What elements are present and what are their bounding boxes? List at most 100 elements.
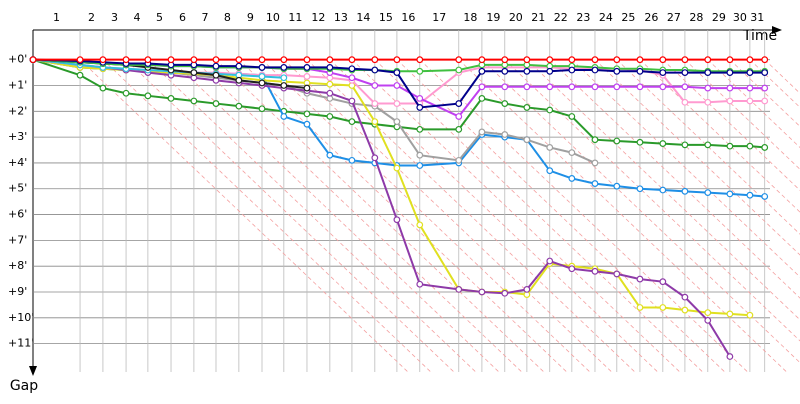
y-axis-label: Gap xyxy=(10,378,38,394)
data-point xyxy=(393,164,401,172)
data-point xyxy=(167,94,175,102)
lap-diagonal xyxy=(215,59,545,373)
data-point xyxy=(258,105,266,113)
data-point xyxy=(455,156,463,164)
y-tick-label: +6' xyxy=(8,208,27,221)
data-point xyxy=(348,56,356,64)
diagonals xyxy=(79,59,800,373)
data-point xyxy=(704,98,712,106)
data-point xyxy=(681,293,689,301)
lap-diagonal xyxy=(594,59,800,256)
data-point xyxy=(591,180,599,187)
data-point xyxy=(326,80,334,88)
data-point xyxy=(591,267,599,275)
data-point xyxy=(636,138,644,146)
y-tick-label: +3' xyxy=(8,130,27,143)
data-point xyxy=(235,102,243,110)
data-point xyxy=(761,56,769,64)
lap-diagonal xyxy=(481,59,800,364)
data-point xyxy=(746,311,754,319)
lap-diagonal xyxy=(193,59,523,373)
data-point xyxy=(636,275,644,283)
lap-diagonal xyxy=(170,59,500,373)
data-point xyxy=(258,64,266,71)
data-point xyxy=(613,67,621,75)
data-point xyxy=(235,76,243,84)
x-axis-label: Time xyxy=(742,28,777,44)
data-point xyxy=(704,56,712,64)
data-point xyxy=(501,289,509,297)
data-point xyxy=(636,56,644,64)
data-point xyxy=(726,84,734,92)
data-point xyxy=(348,65,356,73)
lap-diagonal xyxy=(261,59,591,373)
data-point xyxy=(416,280,424,288)
lap-label: 7 xyxy=(201,11,208,24)
lap-label: 31 xyxy=(750,11,764,24)
y-tick-label: +2' xyxy=(8,104,27,117)
data-point xyxy=(613,137,621,145)
data-point xyxy=(416,94,424,102)
data-point xyxy=(190,97,198,105)
data-point xyxy=(501,83,509,91)
lap-diagonal xyxy=(329,59,659,373)
data-point xyxy=(122,89,130,97)
data-point xyxy=(523,67,531,75)
lap-label: 16 xyxy=(401,11,415,24)
data-point xyxy=(501,100,509,107)
data-point xyxy=(659,140,667,147)
data-point xyxy=(704,84,712,92)
lap-label: 25 xyxy=(621,11,635,24)
lap-diagonal xyxy=(549,59,800,299)
data-point xyxy=(455,286,463,293)
lap-label: 13 xyxy=(334,11,348,24)
x-arrow xyxy=(772,26,782,34)
data-point xyxy=(455,113,463,120)
data-point xyxy=(546,56,554,64)
data-point xyxy=(144,92,152,100)
data-point xyxy=(726,97,734,105)
lap-diagonal xyxy=(684,59,800,170)
data-point xyxy=(280,74,288,82)
lap-diagonal xyxy=(306,59,636,373)
data-point xyxy=(591,136,599,144)
data-point xyxy=(348,156,356,164)
data-point xyxy=(416,104,424,111)
data-point xyxy=(523,56,531,64)
data-point xyxy=(704,189,712,197)
data-point xyxy=(416,221,424,229)
lap-diagonal xyxy=(238,59,568,373)
data-point xyxy=(546,167,554,175)
data-point xyxy=(546,257,554,265)
data-point xyxy=(681,83,689,91)
data-point xyxy=(348,118,356,126)
data-point xyxy=(704,141,712,149)
lap-label: 29 xyxy=(712,11,726,24)
data-point xyxy=(546,83,554,91)
data-point xyxy=(746,97,754,105)
y-arrow xyxy=(29,366,37,376)
lap-label: 15 xyxy=(379,11,393,24)
lap-label: 17 xyxy=(432,11,446,24)
lap-label: 23 xyxy=(576,11,590,24)
data-point xyxy=(636,67,644,75)
data-point xyxy=(761,193,769,200)
data-point xyxy=(416,162,424,169)
data-point xyxy=(416,151,424,159)
data-point xyxy=(303,64,311,71)
data-point xyxy=(280,56,288,64)
data-point xyxy=(190,69,198,76)
data-point xyxy=(455,125,463,133)
lap-label: 21 xyxy=(531,11,545,24)
data-point xyxy=(371,66,379,74)
data-point xyxy=(568,175,576,182)
data-point xyxy=(393,118,401,126)
data-point xyxy=(348,97,356,105)
lap-label: 28 xyxy=(689,11,703,24)
data-point xyxy=(681,141,689,149)
data-point xyxy=(99,84,107,92)
data-point xyxy=(212,56,220,64)
data-point xyxy=(258,79,266,87)
data-point xyxy=(546,144,554,151)
lap-diagonal xyxy=(458,59,787,373)
